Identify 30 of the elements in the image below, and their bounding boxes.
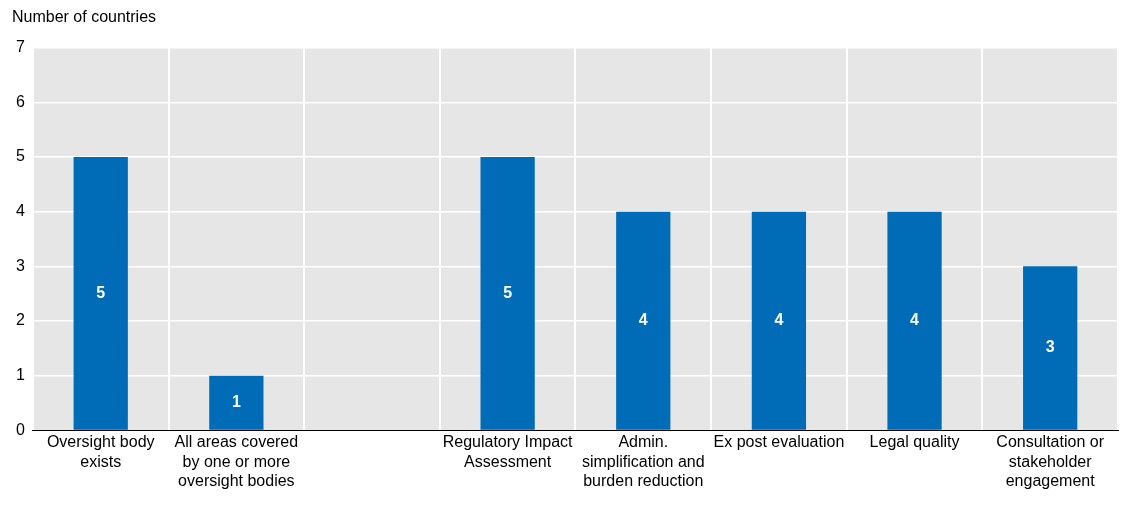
y-tick-label: 1 [15,366,25,384]
bar [73,156,128,430]
y-axis-title: Number of countries [12,8,158,26]
data-label: 4 [910,311,920,329]
data-label: 4 [774,311,784,329]
y-tick-label: 4 [15,202,25,220]
y-tick-label: 0 [15,420,25,438]
x-tick-label: Regulatory Impact Assessment [442,433,574,470]
data-label: 5 [503,283,513,301]
x-tick-label: Admin. simplification and burden reduction [581,433,705,489]
x-tick-label: Consultation or stakeholder engagement [996,433,1105,489]
data-label: 1 [231,393,241,411]
y-tick-label: 7 [15,38,25,56]
y-tick-label: 5 [15,147,25,165]
bar [751,211,807,430]
y-tick-label: 6 [15,92,25,110]
data-label: 3 [1045,338,1055,356]
bar [616,211,671,430]
bar [887,211,942,430]
bar [1023,266,1078,430]
data-label: 4 [638,311,648,329]
x-tick-label: All areas covered by one or more oversight bodies [174,433,299,489]
bar [209,375,264,430]
y-tick-label: 3 [15,256,25,274]
x-tick-label: Legal quality [869,433,960,451]
data-label: 5 [96,283,106,301]
x-tick-label: Oversight body exists [46,433,155,470]
x-tick-label: Ex post evaluation [713,433,845,451]
y-tick-label: 2 [15,311,25,329]
bar [480,156,535,430]
